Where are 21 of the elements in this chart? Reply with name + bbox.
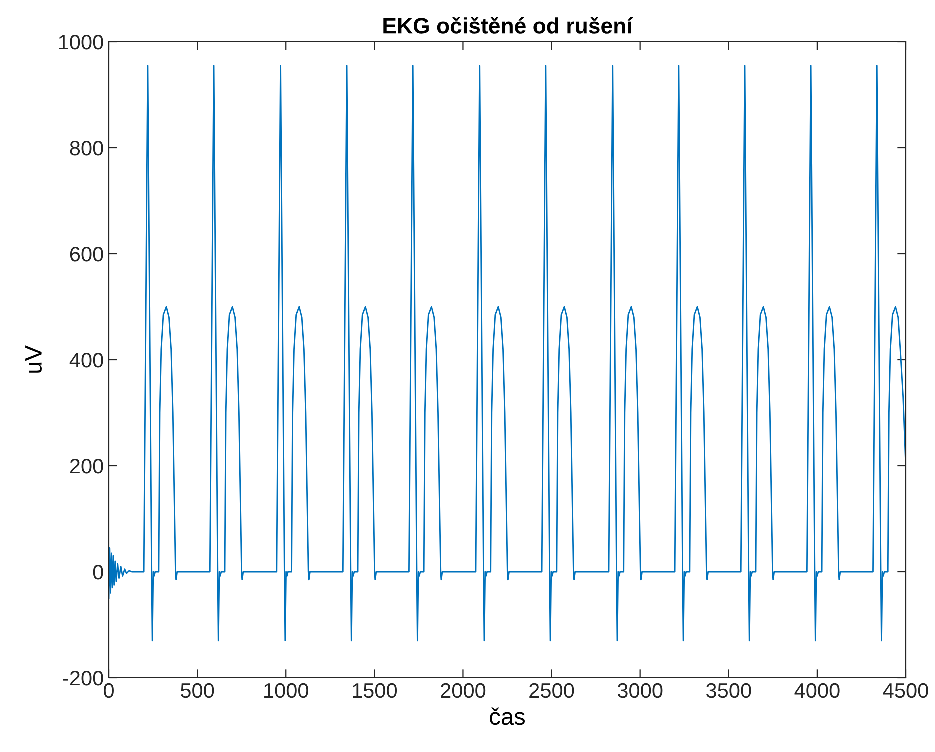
x-tick-label: 2000 <box>441 683 486 698</box>
y-tick-label: -200 <box>63 671 104 686</box>
x-tick-label: 4500 <box>883 683 928 698</box>
y-tick-label: 400 <box>70 353 104 368</box>
y-tick-label: 1000 <box>59 35 104 50</box>
x-tick-label: 500 <box>181 683 214 698</box>
x-axis-title: čas <box>490 708 526 726</box>
y-tick-label: 600 <box>70 247 104 262</box>
line-series <box>109 65 906 642</box>
x-tick-label: 3500 <box>706 683 752 698</box>
x-tick-label: 1500 <box>353 683 398 698</box>
x-tick-label: 0 <box>104 683 114 698</box>
x-tick-label: 4000 <box>794 683 840 698</box>
chart-title: EKG očištěné od rušení <box>384 17 634 34</box>
y-axis-title: uV <box>26 346 42 373</box>
x-tick-label: 3000 <box>618 683 663 698</box>
y-tick-label: 0 <box>93 565 104 580</box>
y-tick-label: 200 <box>70 459 104 474</box>
x-tick-label: 1000 <box>264 683 308 698</box>
y-tick-label: 800 <box>70 141 104 156</box>
x-tick-label: 2500 <box>530 683 574 698</box>
